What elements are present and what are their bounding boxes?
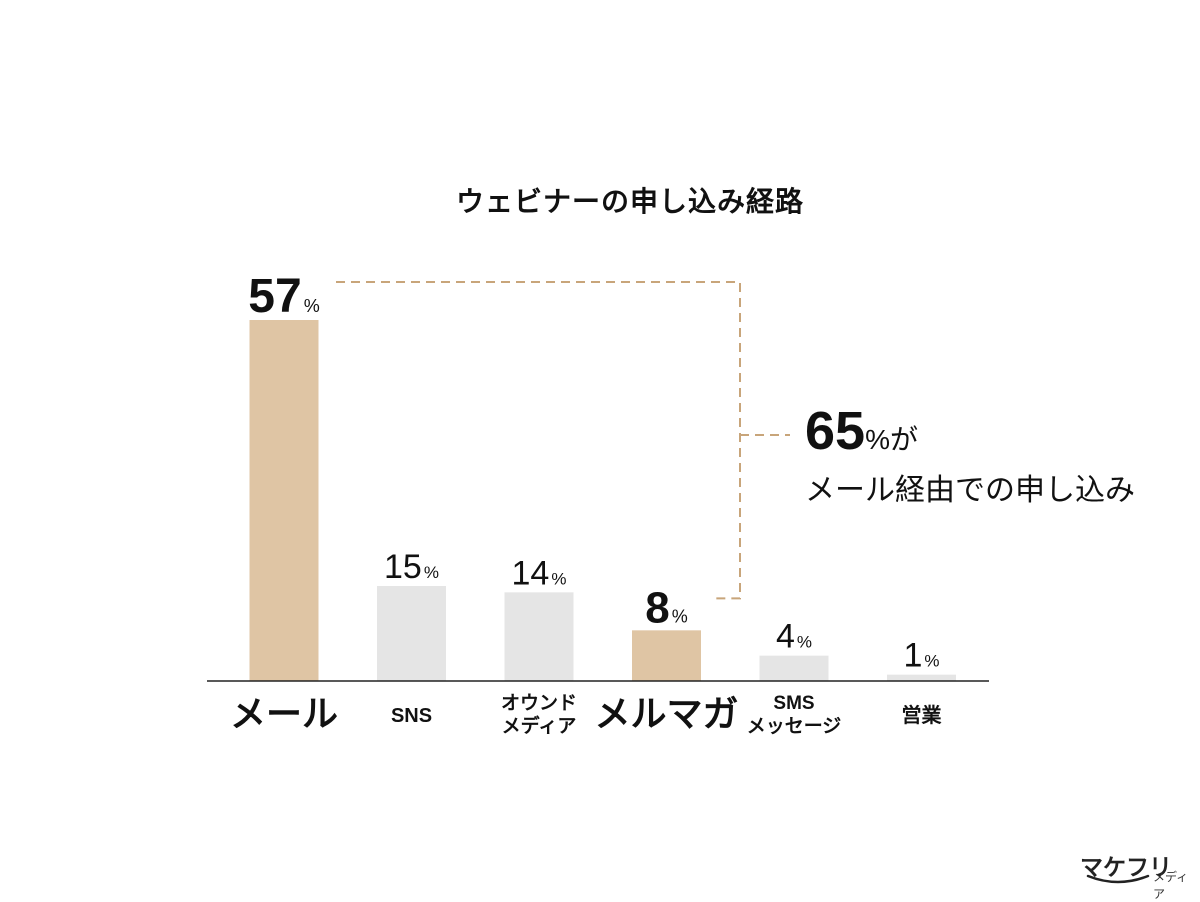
- bar-6: [887, 674, 956, 681]
- annotation-caption: メール経由での申し込み: [805, 474, 1135, 507]
- annotation-value: 65: [805, 401, 866, 461]
- bar-4: [632, 630, 701, 681]
- annotation-suffix: が: [889, 424, 918, 455]
- value-label-6: 1%: [903, 637, 939, 675]
- chart-title: ウェビナーの申し込み経路: [455, 186, 804, 217]
- bar-1: [249, 320, 319, 681]
- bar-2: [377, 586, 446, 681]
- category-label-4: メルマガ: [594, 693, 738, 734]
- value-label-1: 57%: [248, 270, 319, 323]
- logo-wordmark: マケフリ: [1080, 854, 1172, 880]
- category-label-1: メール: [230, 693, 338, 734]
- value-label-4: 8%: [645, 583, 688, 632]
- category-label-2: SNS: [391, 705, 432, 727]
- logo-subtitle: メディア: [1153, 870, 1189, 901]
- value-label-2: 15%: [384, 548, 439, 586]
- bar-5: [759, 655, 829, 681]
- annotation-total: 65%が: [805, 400, 918, 462]
- annotation-unit: %: [865, 424, 890, 455]
- logo-smile-icon: [1086, 874, 1150, 884]
- comparison-bracket: [336, 281, 741, 600]
- category-label-6: 営業: [902, 703, 943, 727]
- value-label-5: 4%: [776, 618, 812, 656]
- value-label-3: 14%: [512, 554, 567, 592]
- category-label-3: オウンドメディア: [501, 692, 577, 737]
- category-label-5: SMS メッセージ: [747, 693, 842, 737]
- bar-3: [504, 592, 574, 681]
- brand-logo: マケフリ メディア: [1080, 848, 1190, 901]
